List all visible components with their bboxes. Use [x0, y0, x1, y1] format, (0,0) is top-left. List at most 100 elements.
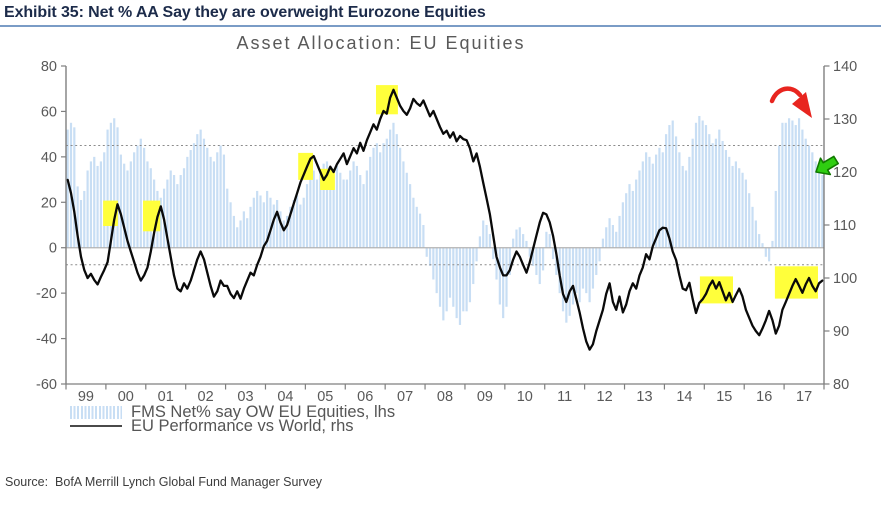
bar — [408, 184, 412, 248]
bar — [106, 129, 109, 248]
bar — [565, 247, 568, 323]
bar — [375, 143, 378, 248]
bar — [418, 213, 422, 248]
bar — [658, 147, 661, 248]
bar — [425, 247, 428, 257]
bar — [601, 238, 605, 248]
bar — [113, 118, 116, 248]
bar — [342, 179, 345, 248]
highlight-box — [320, 168, 335, 190]
x-axis-tick-label: 14 — [676, 389, 692, 405]
x-axis-tick-label: 15 — [716, 389, 732, 405]
bar — [362, 184, 365, 248]
bar — [551, 247, 555, 260]
left-axis-tick-label: -60 — [36, 377, 57, 393]
bar — [711, 143, 714, 248]
bar — [635, 179, 638, 248]
bar — [103, 152, 106, 248]
bar — [392, 122, 395, 248]
bar — [605, 227, 608, 248]
bar — [821, 175, 824, 248]
bar — [505, 247, 508, 307]
bar — [691, 138, 694, 248]
bar — [668, 125, 671, 248]
bar — [186, 156, 189, 248]
bar — [236, 227, 239, 248]
bar — [655, 154, 658, 248]
bar — [402, 161, 405, 248]
bar — [721, 140, 724, 248]
bar — [405, 172, 408, 248]
bar — [768, 247, 771, 262]
bar — [538, 247, 541, 285]
bar — [76, 186, 79, 248]
bar — [738, 168, 741, 248]
bar — [352, 161, 355, 248]
bar — [216, 152, 219, 248]
bar — [671, 120, 674, 248]
bar — [664, 134, 668, 248]
bar — [355, 165, 358, 248]
performance-line — [66, 88, 824, 351]
bar — [116, 127, 119, 248]
bar — [96, 165, 99, 248]
bar — [522, 234, 525, 248]
bar — [382, 143, 385, 248]
bar — [495, 247, 498, 280]
bar — [621, 202, 624, 248]
bar — [389, 129, 392, 248]
bar — [309, 175, 312, 248]
bar — [455, 247, 458, 319]
left-axis-tick-label: -20 — [36, 286, 57, 302]
bar — [139, 138, 142, 248]
bar — [123, 163, 126, 248]
bar — [778, 145, 781, 248]
bar — [761, 243, 764, 248]
bar — [299, 204, 302, 248]
bar — [452, 247, 455, 307]
bar — [176, 184, 179, 248]
bar — [631, 190, 634, 248]
bar — [811, 152, 814, 248]
bar — [282, 220, 285, 248]
bar — [385, 138, 388, 248]
chart-title: Asset Allocation: EU Equities — [236, 33, 526, 53]
bar — [512, 238, 515, 248]
x-axis-tick-label: 04 — [277, 389, 293, 405]
bar — [488, 234, 491, 248]
bar — [276, 200, 279, 248]
bar — [758, 234, 761, 248]
bar — [528, 247, 531, 257]
legend-bars-label: FMS Net% say OW EU Equities, lhs — [131, 403, 396, 421]
bar — [611, 225, 614, 248]
x-axis-tick-label: 17 — [796, 389, 812, 405]
bar — [754, 220, 757, 248]
x-axis-tick-label: 16 — [756, 389, 772, 405]
bar — [701, 120, 704, 248]
bar — [249, 206, 252, 248]
bar — [129, 161, 132, 248]
bar — [784, 122, 787, 248]
bar — [608, 218, 611, 248]
bar — [535, 247, 538, 275]
x-axis-tick-label: 03 — [237, 389, 253, 405]
bar — [279, 211, 282, 248]
bar — [482, 220, 485, 248]
x-axis-tick-label: 00 — [118, 389, 134, 405]
bar — [694, 122, 698, 248]
bar — [581, 247, 585, 289]
left-axis-tick-label: 60 — [41, 104, 57, 120]
bar — [262, 202, 265, 248]
bar — [109, 122, 112, 248]
bar — [591, 247, 595, 289]
bar — [615, 231, 618, 248]
bar — [412, 197, 415, 248]
bar — [239, 220, 242, 248]
right-axis-tick-label: 130 — [833, 112, 857, 128]
bar — [595, 247, 598, 275]
bar — [764, 247, 767, 257]
bar — [448, 247, 452, 298]
x-axis-tick-label: 01 — [158, 389, 174, 405]
bar — [345, 179, 349, 248]
